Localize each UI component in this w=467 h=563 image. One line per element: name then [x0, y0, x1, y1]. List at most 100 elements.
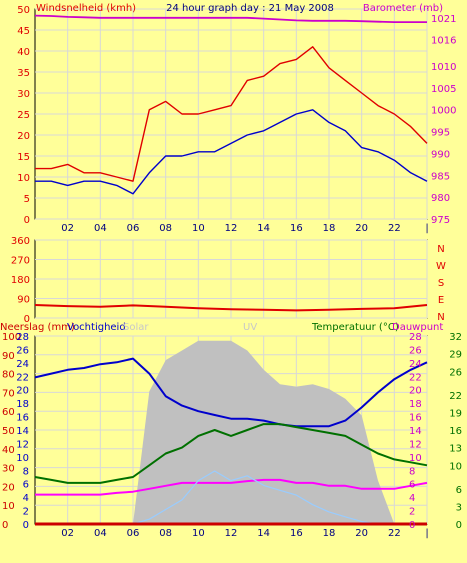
wind-x-tick: 08 [159, 223, 172, 234]
direction-compass-tick: N [437, 244, 444, 255]
rain-y-tick: 22 [16, 372, 29, 383]
climate-x-tick: 20 [355, 528, 368, 539]
temp-right-y-tick: 22 [449, 391, 462, 402]
temp-inner-y-tick: 22 [409, 372, 422, 383]
direction-y-tick: 90 [17, 295, 30, 306]
barometer-y-tick: 985 [431, 171, 450, 182]
temp-inner-y-tick: 14 [409, 426, 422, 437]
barometer-y-tick: 1000 [431, 106, 456, 117]
humidity-y-tick: 90 [2, 351, 15, 362]
rain-y-tick: 6 [23, 480, 29, 491]
temp-inner-y-tick: 18 [409, 399, 422, 410]
wind-tick-labels: 0 5 10 15 20 25 30 35 40 45 50 975 980 985 990 995 1000 1… [17, 5, 456, 234]
temp-inner-y-tick: 20 [409, 386, 422, 397]
temp-right-y-tick: 0 [456, 520, 462, 531]
rain-y-tick: 0 [23, 520, 29, 531]
temp-inner-y-tick: 4 [409, 493, 415, 504]
direction-y-tick: 180 [11, 275, 30, 286]
wind-y-tick: 30 [17, 89, 30, 100]
wind-x-tick: 20 [355, 223, 368, 234]
rain-y-tick: 20 [16, 386, 29, 397]
temp-right-y-tick: 16 [449, 426, 462, 437]
temp-right-y-tick: 26 [449, 367, 462, 378]
temp-inner-y-tick: 12 [409, 439, 422, 450]
wind-x-tick: 02 [61, 223, 74, 234]
rain-y-tick: 12 [16, 439, 29, 450]
climate-x-tick: 18 [323, 528, 336, 539]
humidity-y-tick: 100 [2, 332, 21, 343]
rain-y-tick: 16 [16, 413, 29, 424]
rain-y-tick: 26 [16, 345, 29, 356]
solar-axis-label: Solar [123, 322, 149, 333]
climate-x-tick: 02 [61, 528, 74, 539]
barometer-line [34, 14, 427, 24]
climate-x-tick: 16 [290, 528, 303, 539]
humidity-y-tick: 20 [2, 482, 15, 493]
climate-tick-labels: 0102030405060708090100024681012141618202… [2, 332, 462, 539]
temp-right-y-tick: 13 [449, 444, 462, 455]
direction-compass-tick: S [438, 278, 444, 289]
temp-inner-y-tick: 28 [409, 332, 422, 343]
barometer-y-tick: 1016 [431, 36, 456, 47]
climate-x-tick: 14 [257, 528, 270, 539]
wind-x-tick: 16 [290, 223, 303, 234]
climate-x-tick: 10 [192, 528, 205, 539]
temp-inner-y-tick: 0 [409, 520, 415, 531]
temp-right-y-tick: 3 [456, 502, 462, 513]
temp-inner-y-tick: 10 [409, 453, 422, 464]
chart-title: 24 hour graph day : 21 May 2008 [166, 3, 334, 14]
wind-y-tick: 5 [24, 194, 30, 205]
temp-inner-y-tick: 6 [409, 480, 415, 491]
solar-area [35, 340, 427, 524]
barometer-y-tick: 975 [431, 215, 450, 226]
climate-x-tick: 12 [225, 528, 238, 539]
temp-right-y-tick: 32 [449, 332, 462, 343]
humidity-axis-label: Vochtigheid [67, 322, 126, 333]
temp-inner-y-tick: 26 [409, 345, 422, 356]
wind-series [34, 14, 428, 195]
direction-y-tick: 0 [24, 314, 30, 325]
wind-x-tick: 18 [323, 223, 336, 234]
rain-y-tick: 2 [23, 507, 29, 518]
wind-axis-label: Windsnelheid (kmh) [36, 3, 136, 14]
temp-right-y-tick: 19 [449, 408, 462, 419]
humidity-y-tick: 0 [2, 520, 8, 531]
wind-x-tick: | [425, 223, 428, 234]
climate-x-tick: 06 [127, 528, 140, 539]
wind-y-tick: 10 [17, 173, 30, 184]
humidity-y-tick: 40 [2, 445, 15, 456]
solar-area-fill [35, 340, 427, 524]
wind-y-tick: 25 [17, 110, 30, 121]
temperature-line [34, 423, 428, 484]
humidity-y-tick: 80 [2, 370, 15, 381]
wind-y-tick: 50 [17, 5, 30, 16]
wind-y-tick: 0 [24, 215, 30, 226]
wind-y-tick: 20 [17, 131, 30, 142]
barometer-axis-label: Barometer (mb) [363, 3, 443, 14]
barometer-y-tick: 980 [431, 193, 450, 204]
temperature-axis-label: Temperatuur (°C) [311, 322, 399, 333]
rain-y-tick: 8 [23, 466, 29, 477]
uv-axis-label: UV [243, 322, 257, 333]
direction-compass-tick: W [436, 261, 446, 272]
temp-inner-y-tick: 2 [409, 507, 415, 518]
wind-average-line [35, 109, 428, 195]
wind-x-tick: 14 [257, 223, 270, 234]
rain-y-tick: 24 [16, 359, 29, 370]
humidity-y-tick: 60 [2, 407, 15, 418]
barometer-y-tick: 995 [431, 128, 450, 139]
wind-y-tick: 45 [17, 26, 30, 37]
wind-grid [35, 8, 428, 220]
direction-y-tick: 360 [11, 236, 30, 247]
wind-gust-line [35, 46, 428, 182]
humidity-y-tick: 30 [2, 464, 15, 475]
dewpoint-line [35, 478, 428, 496]
temp-right-y-tick: 6 [456, 485, 462, 496]
direction-compass-tick: N [437, 312, 444, 323]
humidity-line [34, 357, 428, 428]
direction-grid [35, 239, 428, 319]
wind-y-tick: 40 [17, 47, 30, 58]
temp-inner-y-tick: 24 [409, 359, 422, 370]
